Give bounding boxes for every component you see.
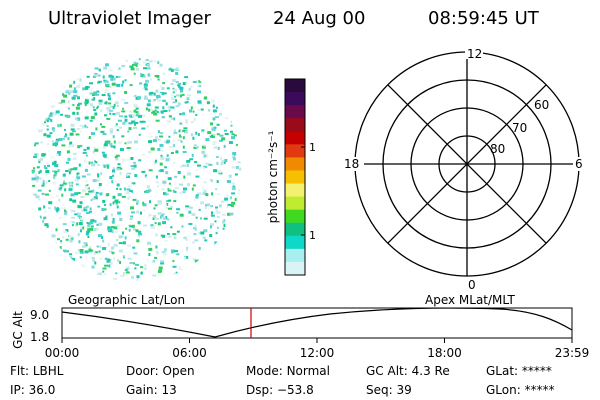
colorbar-strip: [285, 196, 305, 211]
colorbar-tick-10: 10: [309, 229, 315, 242]
y-tick-9: 9.0: [30, 308, 49, 322]
info-gc-alt: GC Alt: 4.3 Re: [366, 364, 450, 378]
colorbar-strip: [285, 157, 305, 171]
colorbar-strip: [285, 222, 305, 237]
colorbar-tick-100: 100: [309, 141, 315, 154]
info-seq: Seq: 39: [366, 383, 412, 397]
info-glat: GLat: *****: [486, 364, 552, 378]
x-tick-1200: 12:00: [300, 346, 335, 360]
colorbar-strip: [285, 170, 305, 185]
x-tick-2359: 23:59: [555, 346, 590, 360]
colorbar-strip: [285, 79, 305, 93]
info-flt: Flt: LBHL: [10, 364, 64, 378]
colorbar-strip: [285, 105, 305, 119]
apex-title: Apex MLat/MLT: [425, 293, 515, 307]
altitude-timeline: GC Alt 9.0 1.8 00:00 06:00 12:00 18:00 2…: [11, 307, 590, 360]
lat-label-60: 60: [534, 98, 549, 112]
auroral-image-pixels: [31, 58, 242, 281]
info-door: Door: Open: [126, 364, 195, 378]
mlt-label-12: 12: [467, 47, 482, 61]
x-tick-0600: 06:00: [172, 346, 207, 360]
lat-label-80: 80: [490, 142, 505, 156]
altitude-curve: [61, 307, 573, 338]
y-tick-1.8: 1.8: [30, 330, 49, 344]
colorbar-strip: [285, 131, 305, 145]
instrument-title: Ultraviolet Imager: [48, 8, 211, 29]
mlt-label-18: 18: [344, 157, 359, 171]
colorbar-strip: [285, 92, 305, 106]
x-tick-1800: 18:00: [427, 346, 462, 360]
mlt-label-6: 6: [575, 157, 583, 171]
x-tick-0000: 00:00: [45, 346, 80, 360]
timeline-y-label: GC Alt: [11, 311, 25, 349]
colorbar-strip: [285, 118, 305, 132]
colorbar-strip: [285, 235, 305, 250]
colorbar-strip: [285, 183, 305, 198]
info-ip: IP: 36.0: [10, 383, 56, 397]
lat-label-70: 70: [512, 121, 527, 135]
mlt-label-0: 0: [468, 278, 476, 292]
time-label: 08:59:45 UT: [428, 8, 539, 29]
colorbar-strip: [285, 248, 305, 263]
colorbar-strip: [285, 209, 305, 224]
auroral-image: [31, 58, 242, 281]
info-mode: Mode: Normal: [246, 364, 330, 378]
polar-grid: 12 0 18 6 60 70 80: [342, 47, 587, 292]
colorbar-unit-label: photon cm⁻²s⁻¹: [266, 130, 280, 223]
info-gain: Gain: 13: [126, 383, 177, 397]
color-bar: 100 10 photon cm⁻²s⁻¹: [266, 78, 315, 276]
geographic-title: Geographic Lat/Lon: [68, 293, 186, 307]
info-dsp: Dsp: −53.8: [246, 383, 314, 397]
info-glon: GLon: *****: [486, 383, 555, 397]
colorbar-strip: [285, 144, 305, 158]
colorbar-strip: [285, 261, 305, 276]
date-label: 24 Aug 00: [273, 8, 366, 29]
